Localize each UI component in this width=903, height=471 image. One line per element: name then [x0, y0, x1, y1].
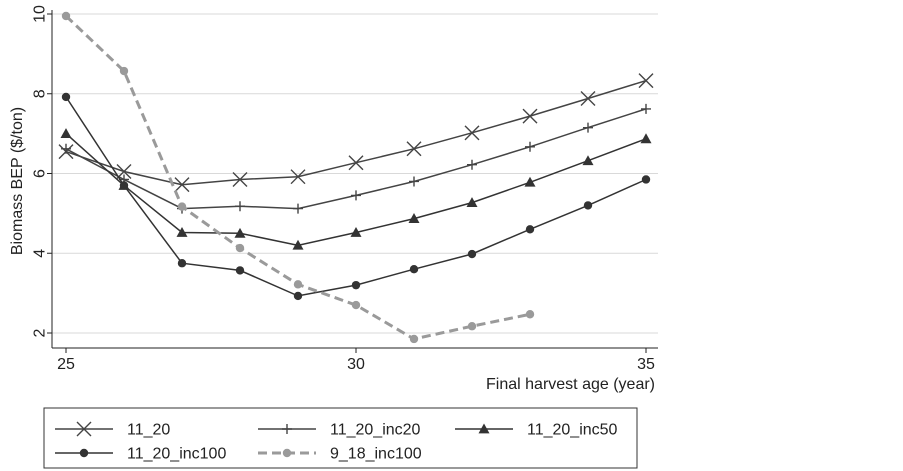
point-11_20_inc100-34	[583, 201, 593, 210]
point-11_20_inc20-32	[467, 159, 477, 170]
point-9_18_inc100-32	[467, 322, 477, 331]
point-11_20_inc100-28	[235, 266, 245, 275]
point-11_20_inc20-34	[583, 122, 593, 133]
point-11_20-32	[464, 125, 480, 141]
point-9_18_inc100-28	[235, 243, 245, 253]
point-9_18_inc100-30	[351, 300, 361, 310]
x-axis-title: Final harvest age (year)	[486, 376, 655, 393]
point-11_20_inc50-29	[292, 239, 304, 250]
series-11_20_inc50	[60, 128, 652, 250]
legend-marker-11_20_inc100	[79, 448, 89, 458]
x-tick-label-35: 35	[637, 356, 655, 373]
point-11_20_inc20-35	[641, 103, 651, 114]
point-11_20-31	[406, 141, 422, 157]
point-11_20_inc50-27	[176, 227, 188, 237]
point-9_18_inc100-27	[177, 202, 187, 211]
point-11_20_inc50-30	[350, 227, 362, 237]
point-11_20-26	[116, 164, 132, 180]
legend-item-11_20: 11_20	[55, 421, 170, 439]
series-layer	[58, 11, 654, 344]
point-11_20_inc20-28	[235, 201, 245, 212]
series-11_20_inc20	[61, 103, 651, 214]
point-11_20_inc50-34	[582, 155, 594, 166]
y-grid-lines	[52, 13, 658, 334]
point-11_20_inc20-31	[409, 176, 419, 187]
point-11_20_inc50-28	[234, 227, 246, 238]
legend-marker-11_20_inc50	[478, 423, 490, 434]
point-11_20_inc50-25	[60, 128, 72, 139]
point-9_18_inc100-26	[119, 66, 129, 76]
point-11_20_inc100-26	[119, 181, 129, 190]
legend-item-11_20_inc50: 11_20_inc50	[455, 422, 618, 439]
point-11_20_inc20-30	[351, 190, 361, 201]
legend-label-11_20: 11_20	[127, 422, 170, 439]
point-11_20_inc50-32	[466, 197, 478, 208]
legend-item-11_20_inc100: 11_20_inc100	[55, 446, 226, 463]
point-11_20_inc100-32	[467, 249, 477, 259]
x-tick-label-30: 30	[347, 356, 365, 373]
y-ticks: 2 4 6 8 10	[32, 5, 52, 337]
point-11_20_inc100-33	[525, 225, 535, 234]
point-11_20_inc100-31	[409, 265, 419, 274]
point-9_18_inc100-33	[525, 310, 535, 319]
point-11_20_inc100-29	[293, 291, 303, 301]
point-11_20-35	[638, 73, 654, 89]
point-9_18_inc100-31	[409, 334, 419, 344]
point-11_20_inc20-25	[61, 143, 71, 154]
series-9_18_inc100	[61, 11, 535, 344]
point-11_20_inc100-25	[61, 92, 71, 102]
axes	[51, 10, 658, 349]
y-tick-label-8: 8	[32, 89, 49, 98]
x-ticks: 25 30 35	[57, 348, 655, 373]
legend-label-11_20_inc20: 11_20_inc20	[330, 422, 421, 439]
point-11_20_inc50-33	[524, 176, 536, 187]
y-tick-label-4: 4	[32, 249, 49, 258]
legend-label-11_20_inc50: 11_20_inc50	[527, 422, 618, 439]
y-axis-title: Biomass BEP ($/ton)	[9, 107, 26, 255]
legend-marker-11_20_inc20	[282, 424, 292, 434]
y-tick-label-10: 10	[32, 5, 49, 23]
legend-item-9_18_inc100: 9_18_inc100	[258, 446, 422, 463]
point-9_18_inc100-29	[293, 280, 303, 289]
point-11_20_inc100-35	[641, 175, 651, 184]
y-tick-label-6: 6	[32, 169, 49, 178]
legend-marker-9_18_inc100	[282, 448, 292, 458]
series-11_20_inc100	[61, 92, 651, 301]
point-11_20_inc50-31	[408, 213, 420, 223]
legend-label-9_18_inc100: 9_18_inc100	[330, 446, 422, 463]
point-11_20-30	[348, 155, 364, 171]
point-11_20_inc20-33	[525, 141, 535, 152]
point-11_20_inc100-30	[351, 280, 361, 290]
point-11_20_inc100-27	[177, 259, 187, 268]
point-11_20-27	[174, 177, 190, 193]
legend-marker-11_20	[76, 421, 92, 437]
point-11_20_inc20-29	[293, 203, 303, 214]
legend-item-11_20_inc20: 11_20_inc20	[258, 422, 421, 439]
y-tick-label-2: 2	[32, 328, 49, 337]
point-11_20-34	[580, 91, 596, 107]
series-line-11_20	[65, 79, 647, 186]
point-11_20_inc50-35	[640, 133, 652, 144]
point-11_20-28	[232, 171, 248, 187]
point-11_20-29	[290, 169, 306, 185]
point-11_20-33	[522, 108, 538, 124]
legend: 11_20 11_20_inc20 11_20_inc50 11_20_inc100 9…	[43, 407, 638, 469]
x-tick-label-25: 25	[57, 356, 75, 373]
legend-label-11_20_inc100: 11_20_inc100	[127, 446, 226, 463]
legend-box	[43, 407, 638, 469]
point-9_18_inc100-25	[61, 11, 71, 21]
